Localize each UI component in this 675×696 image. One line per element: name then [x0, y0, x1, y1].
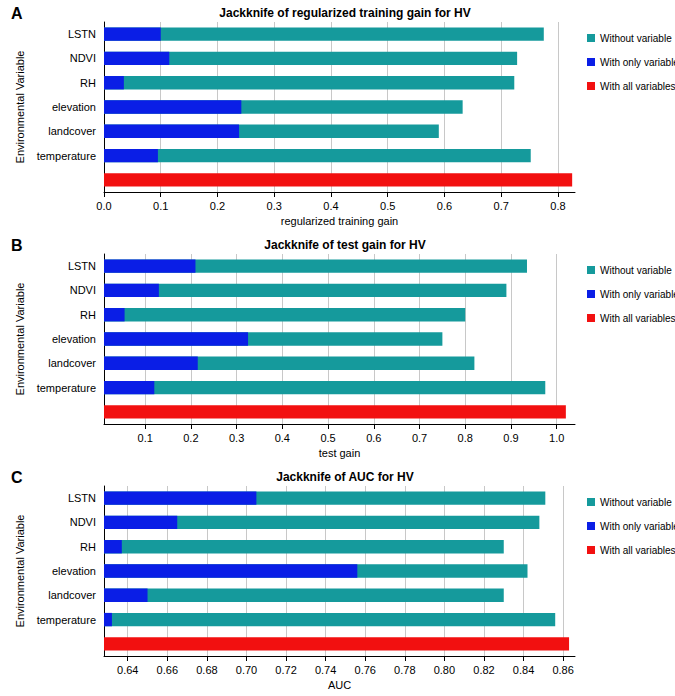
- svg-text:RH: RH: [80, 309, 96, 321]
- svg-text:With only variable: With only variable: [600, 521, 675, 532]
- svg-text:0.2: 0.2: [210, 200, 225, 212]
- svg-text:0.6: 0.6: [437, 200, 452, 212]
- svg-text:A: A: [11, 5, 23, 22]
- svg-text:Without variable: Without variable: [600, 497, 672, 508]
- svg-text:0.3: 0.3: [229, 432, 244, 444]
- svg-text:0.76: 0.76: [355, 664, 376, 676]
- svg-text:0.9: 0.9: [503, 432, 518, 444]
- svg-text:Environmental Variable: Environmental Variable: [14, 283, 26, 396]
- svg-text:landcover: landcover: [48, 357, 96, 369]
- svg-text:0.64: 0.64: [117, 664, 138, 676]
- svg-text:AUC: AUC: [328, 679, 351, 691]
- svg-text:test gain: test gain: [319, 447, 361, 459]
- svg-text:0.7: 0.7: [494, 200, 509, 212]
- svg-text:0.78: 0.78: [394, 664, 415, 676]
- svg-text:0.72: 0.72: [275, 664, 296, 676]
- svg-text:0.8: 0.8: [458, 432, 473, 444]
- svg-text:0.2: 0.2: [183, 432, 198, 444]
- svg-text:temperature: temperature: [37, 614, 96, 626]
- svg-text:landcover: landcover: [48, 589, 96, 601]
- svg-text:elevation: elevation: [52, 565, 96, 577]
- svg-text:NDVI: NDVI: [70, 516, 96, 528]
- svg-text:RH: RH: [80, 541, 96, 553]
- svg-text:landcover: landcover: [48, 125, 96, 137]
- svg-text:RH: RH: [80, 77, 96, 89]
- svg-text:0.4: 0.4: [275, 432, 290, 444]
- svg-text:1.0: 1.0: [549, 432, 564, 444]
- svg-text:NDVI: NDVI: [70, 284, 96, 296]
- svg-text:0.70: 0.70: [236, 664, 257, 676]
- svg-text:0.3: 0.3: [267, 200, 282, 212]
- svg-text:With only variable: With only variable: [600, 289, 675, 300]
- svg-text:Jackknife of regularized train: Jackknife of regularized training gain f…: [219, 6, 470, 20]
- svg-text:0.0: 0.0: [96, 200, 111, 212]
- svg-text:elevation: elevation: [52, 101, 96, 113]
- svg-text:0.84: 0.84: [513, 664, 534, 676]
- svg-text:With all variables: With all variables: [600, 545, 675, 556]
- svg-text:0.80: 0.80: [434, 664, 455, 676]
- svg-text:0.4: 0.4: [323, 200, 338, 212]
- svg-text:Jackknife of test gain for HV: Jackknife of test gain for HV: [264, 238, 425, 252]
- svg-text:LSTN: LSTN: [68, 260, 96, 272]
- svg-text:elevation: elevation: [52, 333, 96, 345]
- svg-text:Environmental Variable: Environmental Variable: [14, 515, 26, 628]
- svg-text:Without variable: Without variable: [600, 33, 672, 44]
- svg-text:With only variable: With only variable: [600, 57, 675, 68]
- svg-text:temperature: temperature: [37, 150, 96, 162]
- svg-text:temperature: temperature: [37, 382, 96, 394]
- svg-text:0.1: 0.1: [138, 432, 153, 444]
- svg-text:Without variable: Without variable: [600, 265, 672, 276]
- svg-text:C: C: [11, 469, 23, 486]
- svg-text:LSTN: LSTN: [68, 492, 96, 504]
- svg-text:NDVI: NDVI: [70, 52, 96, 64]
- svg-text:0.6: 0.6: [366, 432, 381, 444]
- svg-text:0.5: 0.5: [320, 432, 335, 444]
- svg-text:0.86: 0.86: [552, 664, 573, 676]
- svg-text:0.66: 0.66: [157, 664, 178, 676]
- svg-text:Environmental Variable: Environmental Variable: [14, 51, 26, 164]
- svg-text:0.7: 0.7: [412, 432, 427, 444]
- svg-text:B: B: [11, 237, 23, 254]
- svg-text:With all variables: With all variables: [600, 81, 675, 92]
- svg-text:regularized training gain: regularized training gain: [281, 215, 398, 227]
- svg-text:0.1: 0.1: [153, 200, 168, 212]
- svg-text:0.8: 0.8: [550, 200, 565, 212]
- svg-text:0.5: 0.5: [380, 200, 395, 212]
- svg-text:0.74: 0.74: [315, 664, 336, 676]
- svg-text:0.82: 0.82: [473, 664, 494, 676]
- svg-text:Jackknife of AUC for HV: Jackknife of AUC for HV: [276, 470, 414, 484]
- svg-text:With all variables: With all variables: [600, 313, 675, 324]
- svg-text:0.68: 0.68: [196, 664, 217, 676]
- svg-text:LSTN: LSTN: [68, 28, 96, 40]
